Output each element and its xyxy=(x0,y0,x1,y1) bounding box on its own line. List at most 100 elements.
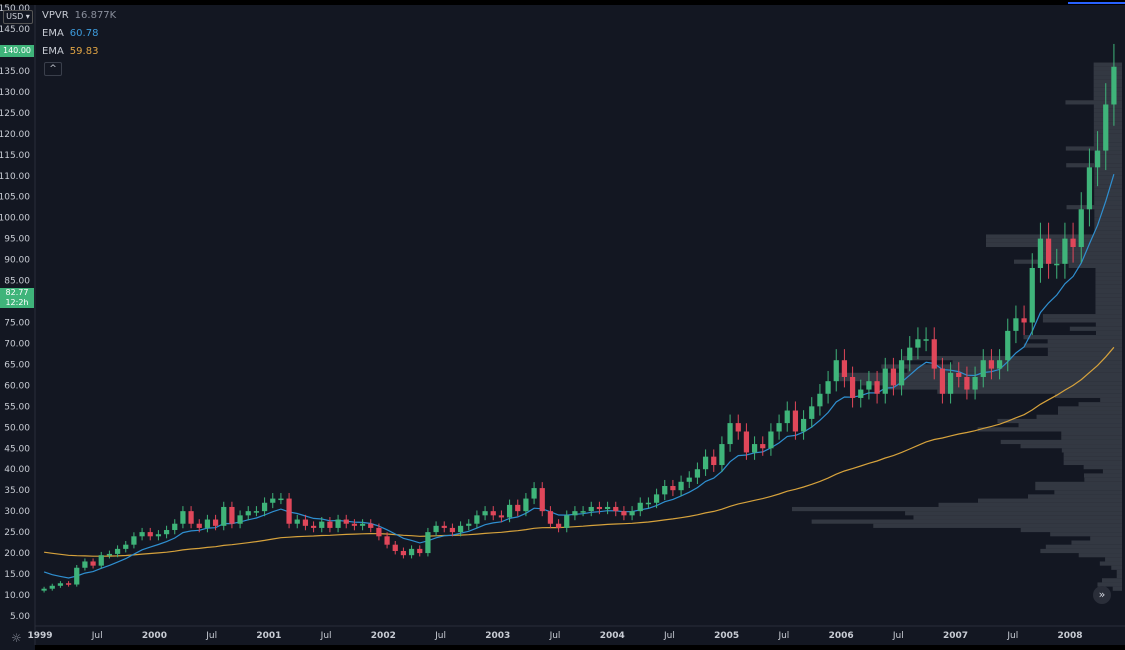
candle xyxy=(310,521,317,533)
candle xyxy=(653,488,660,509)
candle xyxy=(433,521,439,537)
candle-body xyxy=(74,567,80,585)
candle xyxy=(57,581,64,588)
time-tick-label: 1999 xyxy=(27,631,52,641)
candle-body xyxy=(172,523,178,531)
candle xyxy=(196,519,202,533)
price-tick-label: 10.00 xyxy=(4,591,30,601)
volume-profile-bar xyxy=(1045,544,1122,549)
candle-body xyxy=(498,515,505,518)
volume-profile-bar xyxy=(1094,150,1122,155)
volume-profile-bar xyxy=(1094,217,1122,222)
volume-profile-bar xyxy=(1084,473,1122,478)
candle xyxy=(400,547,407,559)
volume-profile-bar xyxy=(997,418,1122,424)
candle-body xyxy=(907,347,913,361)
candle-body xyxy=(163,530,170,535)
candle xyxy=(319,517,325,533)
candle xyxy=(964,366,970,400)
candle-body xyxy=(776,423,782,432)
crosshair-value-tag: 82.77 12:2h xyxy=(0,288,34,308)
candle xyxy=(457,521,464,537)
candle-body xyxy=(466,523,472,526)
candle-body xyxy=(564,515,570,528)
candle-body xyxy=(1029,267,1035,323)
volume-profile-bar xyxy=(937,389,1122,394)
time-tick-label: Jul xyxy=(777,631,789,641)
candle xyxy=(408,545,415,559)
volume-profile-bar xyxy=(1028,494,1122,499)
volume-profile-bar xyxy=(1061,435,1122,440)
volume-profile-bar xyxy=(977,427,1122,432)
volume-profile-bar xyxy=(1094,175,1122,180)
volume-profile-bar xyxy=(1036,414,1122,419)
legend-vpvr[interactable]: VPVR 16.877K xyxy=(42,10,116,21)
time-tick-label: Jul xyxy=(663,631,675,641)
scroll-to-realtime-button[interactable]: » xyxy=(1093,586,1111,604)
candle-body xyxy=(302,519,309,526)
volume-profile-bar xyxy=(1000,439,1122,445)
price-tick-label: 90.00 xyxy=(4,256,30,266)
volume-profile-bar xyxy=(1042,318,1122,323)
candle-body xyxy=(915,339,921,348)
currency-label: USD xyxy=(6,12,24,21)
candle xyxy=(188,506,194,529)
candle-body xyxy=(286,498,292,524)
candle-body xyxy=(417,548,423,554)
candle xyxy=(335,514,341,533)
gear-icon[interactable]: ☼ xyxy=(11,631,22,645)
volume-profile-bar xyxy=(1065,146,1122,151)
candle-body xyxy=(1062,238,1068,264)
candle xyxy=(531,482,537,505)
legend-ema-fast[interactable]: EMA 60.78 xyxy=(42,28,98,39)
candle xyxy=(702,449,709,476)
candle-body xyxy=(555,523,562,528)
time-tick-label: Jul xyxy=(205,631,217,641)
volume-profile-bar xyxy=(1018,423,1122,428)
price-tick-label: 45.00 xyxy=(4,444,30,454)
candle xyxy=(1078,192,1084,263)
volume-profile-bar xyxy=(1094,196,1122,201)
volume-profile-bar xyxy=(1094,154,1122,159)
candle-body xyxy=(204,519,211,528)
candle xyxy=(98,551,104,569)
candle-body xyxy=(637,502,643,512)
legend-ema-slow[interactable]: EMA 59.83 xyxy=(42,46,98,57)
candle xyxy=(596,501,603,515)
candle xyxy=(139,527,145,541)
legend-value: 60.78 xyxy=(69,28,99,39)
volume-profile-bar xyxy=(1035,485,1122,491)
volume-profile-bar xyxy=(907,368,1122,373)
currency-selector[interactable]: USD ▾ xyxy=(3,10,33,24)
price-tick-label: 60.00 xyxy=(4,381,30,391)
candle xyxy=(645,497,652,509)
candle-body xyxy=(800,418,807,432)
candle xyxy=(1111,43,1117,126)
candle-body xyxy=(817,393,823,407)
collapse-legend-button[interactable]: ^ xyxy=(44,62,62,76)
candle xyxy=(1103,83,1109,171)
candle xyxy=(65,581,72,587)
candle-body xyxy=(41,588,47,591)
candle-body xyxy=(57,583,64,586)
candle-body xyxy=(474,515,480,524)
volume-profile-bar xyxy=(952,360,1122,365)
volume-profile-bar xyxy=(913,515,1122,520)
candle xyxy=(1005,318,1011,372)
candle-body xyxy=(294,519,300,524)
candle xyxy=(1070,222,1076,263)
volume-profile-bar xyxy=(1093,70,1122,76)
candle-body xyxy=(686,477,692,482)
candle xyxy=(82,558,88,571)
candle xyxy=(784,401,790,432)
candle-body xyxy=(833,360,839,382)
candle xyxy=(923,327,929,352)
candle xyxy=(768,423,774,456)
candle xyxy=(106,550,113,559)
volume-profile-bar xyxy=(885,385,1122,390)
volume-profile-bar xyxy=(1035,481,1122,486)
candle xyxy=(604,501,611,515)
candle xyxy=(482,506,488,521)
candle-body xyxy=(678,481,684,491)
